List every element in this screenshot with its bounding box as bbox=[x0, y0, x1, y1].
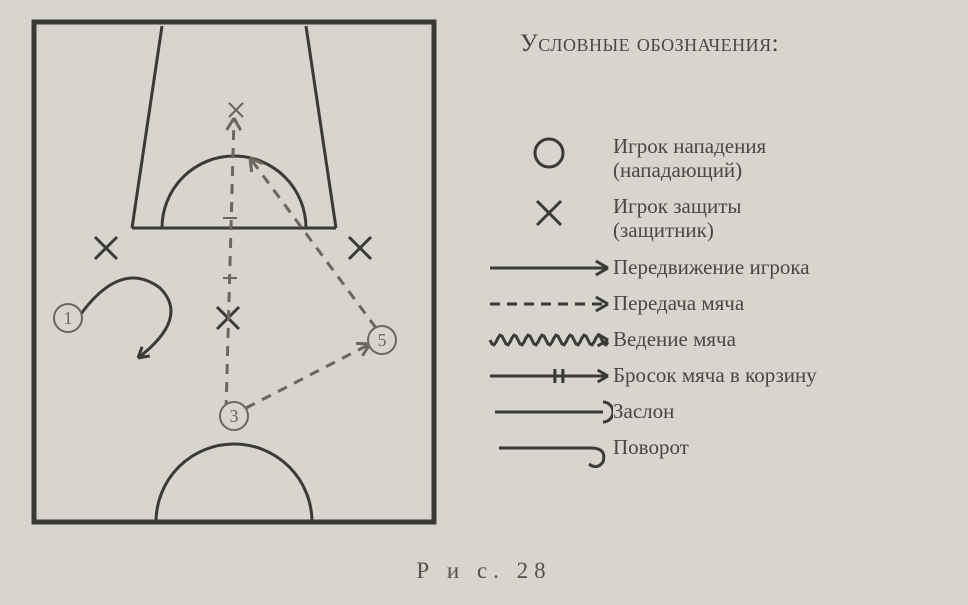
legend-symbol-arrow_shot bbox=[485, 359, 613, 393]
svg-text:1: 1 bbox=[64, 308, 73, 328]
legend-row: Игрок нападения(нападающий) bbox=[485, 130, 955, 182]
legend-row: Игрок защиты(защитник) bbox=[485, 190, 955, 242]
figure-caption: Р и с. 28 bbox=[0, 558, 968, 584]
legend-label: Игрок защиты(защитник) bbox=[613, 190, 955, 242]
legend-label: Бросок мяча в корзину bbox=[613, 359, 955, 387]
legend-label: Заслон bbox=[613, 395, 955, 423]
legend-label: Ведение мяча bbox=[613, 323, 955, 351]
legend-label: Поворот bbox=[613, 431, 955, 459]
legend-symbol-screen bbox=[485, 395, 613, 429]
page: { "title": "Условные обозначения:", "cap… bbox=[0, 0, 968, 605]
legend-symbol-circle bbox=[485, 130, 613, 176]
legend-row: Передача мяча bbox=[485, 287, 955, 321]
court-svg: 1 3 5 bbox=[30, 18, 450, 538]
legend-symbol-wavy bbox=[485, 323, 613, 357]
legend-row: Заслон bbox=[485, 395, 955, 429]
legend-row: Ведение мяча bbox=[485, 323, 955, 357]
svg-text:3: 3 bbox=[230, 406, 239, 426]
legend-symbol-cross bbox=[485, 190, 613, 236]
legend-row: Бросок мяча в корзину bbox=[485, 359, 955, 393]
legend-symbol-turn bbox=[485, 431, 613, 465]
legend-symbol-arrow_dashed bbox=[485, 287, 613, 321]
legend-title: Условные обозначения: bbox=[520, 30, 779, 58]
legend-row: Передвижение игрока bbox=[485, 251, 955, 285]
legend-label: Игрок нападения(нападающий) bbox=[613, 130, 955, 182]
legend-label: Передача мяча bbox=[613, 287, 955, 315]
legend-row: Поворот bbox=[485, 431, 955, 465]
legend-label: Передвижение игрока bbox=[613, 251, 955, 279]
svg-text:5: 5 bbox=[378, 330, 387, 350]
legend-symbol-arrow_solid bbox=[485, 251, 613, 285]
legend: Игрок нападения(нападающий) Игрок защиты(… bbox=[485, 130, 955, 467]
court-diagram: 1 3 5 bbox=[30, 18, 450, 538]
